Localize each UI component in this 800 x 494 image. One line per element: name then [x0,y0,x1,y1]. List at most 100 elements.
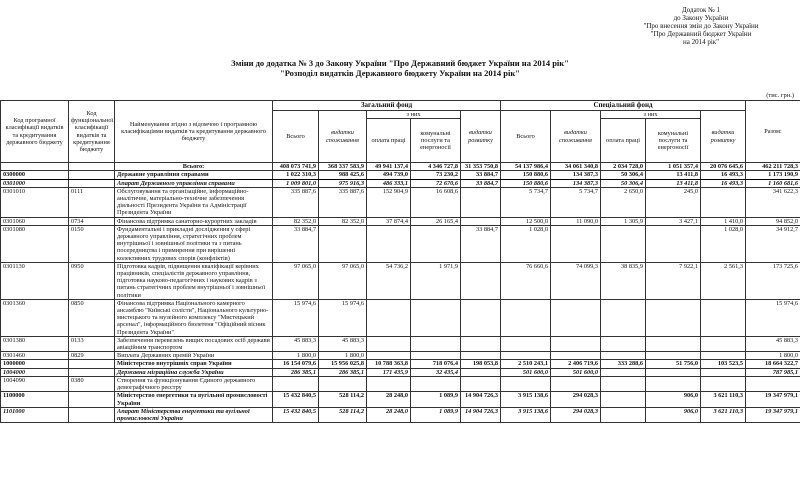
amount-cell: 45 883,3 [318,335,367,353]
amount-cell [600,298,647,337]
code-cell [68,162,115,172]
amount-cell: 19 347 979,1 [745,406,800,424]
header-cell: видатки розвитку [459,109,502,164]
title-line: Зміни до додатка № 3 до Закону України "… [231,58,569,68]
name-cell: Створення та функціонування Єдиного держ… [114,375,273,393]
table-row: 0301380 0133 Забезпечення перевезень вищих… [0,335,800,353]
amount-cell: 3 915 138,6 [500,406,552,424]
amount-cell: 2 034 728,0 [600,162,647,172]
unit: (тис. грн.) [766,92,794,99]
amount-cell: 72 670,6 [410,178,461,188]
header-cell: оплата праці [600,118,647,164]
amount-cell [700,351,747,361]
amount-cell [459,367,502,377]
header-cell: Код функціональної класифікації видатків… [68,99,115,164]
header-cell: з них [600,109,702,120]
code-cell: 0380 [68,375,115,393]
header-row: Код програмної класифікації видатків та … [0,99,800,164]
amount-cell: 49 941 137,4 [366,162,411,172]
amount-cell: 718 076,4 [410,359,461,369]
amount-cell: 45 883,3 [272,335,319,353]
name-cell: Апарат Міністерства енергетики та вугіль… [114,406,273,424]
amount-cell [459,186,502,218]
amount-cell: 33 884,7 [459,170,502,180]
amount-cell: 16 493,3 [700,178,747,188]
amount-cell: 1 028,0 [500,224,552,263]
amount-cell: 26 165,4 [410,216,461,226]
table-row: 1000000 Міністерство внутрішніх справ Укр… [0,359,800,369]
amount-cell: 28 248,0 [366,406,411,424]
header-cell: Найменування згідно з відомчою і програм… [114,99,273,164]
amount-cell: 1 089,9 [410,406,461,424]
table-row: 0300000 Державне управління справами 1 022… [0,170,800,180]
code-cell: 0850 [68,298,115,337]
amount-cell: 82 352,0 [272,216,319,226]
amount-cell [459,351,502,361]
amount-cell: 97 065,0 [272,261,319,300]
amount-cell [645,298,702,337]
amount-cell: 34 912,7 [745,224,800,263]
note-line: до Закону України [673,14,729,22]
amount-cell [500,298,552,337]
amount-cell: 1 971,9 [410,261,461,300]
amount-cell: 74 099,3 [550,261,602,300]
amount-cell: 51 756,0 [645,359,702,369]
amount-cell: 5 734,7 [550,186,602,218]
table-header: Код програмної класифікації видатків та … [0,99,800,164]
name-cell: Виплата Державних премій України [114,351,273,361]
amount-cell: 45 883,3 [745,335,800,353]
title: Зміни до додатка № 3 до Закону України "… [0,58,800,78]
table-body: Всього: 408 073 741,9 368 337 583,9 49 941 … [0,162,800,424]
amount-cell: 15 974,6 [318,298,367,337]
amount-cell [600,335,647,353]
code-cell: 0301360 [0,298,69,337]
code-cell: 0301060 [0,216,69,226]
table-row: 1100000 Міністерство енергетики та вугіль… [0,391,800,408]
amount-cell [459,298,502,337]
amount-cell: 2 561,3 [700,261,747,300]
amount-cell [700,367,747,377]
amount-cell: 50 306,4 [600,178,647,188]
amount-cell [645,367,702,377]
code-cell: 0950 [68,261,115,300]
header-cell: видатки розвитку [700,109,747,164]
name-cell: Фінансова підтримка Національного камерн… [114,298,273,337]
name-cell: Фундаментальні і прикладні дослідження у… [114,224,273,263]
amount-cell [745,375,800,393]
amount-cell [600,367,647,377]
amount-cell: 19 347 979,1 [745,391,800,408]
amount-cell [550,335,602,353]
code-cell: 0301000 [0,178,69,188]
amount-cell: 1 022 310,3 [272,170,319,180]
amount-cell [410,351,461,361]
code-cell: 0111 [68,186,115,218]
amount-cell [366,335,411,353]
amount-cell: 15 956 025,8 [318,359,367,369]
code-cell [68,391,115,408]
amount-cell: 501 600,0 [550,367,602,377]
amount-cell [700,186,747,218]
amount-cell: 33 884,7 [459,224,502,263]
code-cell: 0300000 [0,170,69,180]
amount-cell: 906,0 [645,391,702,408]
amount-cell: 54 736,2 [366,261,411,300]
table-row: 0301130 0950 Підготовка кадрів, підвищення… [0,261,800,300]
amount-cell: 335 887,6 [318,186,367,218]
amount-cell: 368 337 583,9 [318,162,367,172]
amount-cell: 286 385,1 [318,367,367,377]
code-cell: 1004090 [0,375,69,393]
amount-cell [410,224,461,263]
amount-cell: 1 160 681,6 [745,178,800,188]
code-cell [68,367,115,377]
name-cell: Міністерство внутрішніх справ України [114,359,273,369]
amount-cell: 1 800,0 [318,351,367,361]
code-cell: 0829 [68,351,115,361]
amount-cell: 16 493,3 [700,170,747,180]
amount-cell [550,351,602,361]
name-cell: Фінансова підтримка санаторно-курортних … [114,216,273,226]
amount-cell: 333 288,6 [600,359,647,369]
amount-cell: 4 346 727,8 [410,162,461,172]
amount-cell: 988 425,6 [318,170,367,180]
amount-cell: 34 061 340,8 [550,162,602,172]
